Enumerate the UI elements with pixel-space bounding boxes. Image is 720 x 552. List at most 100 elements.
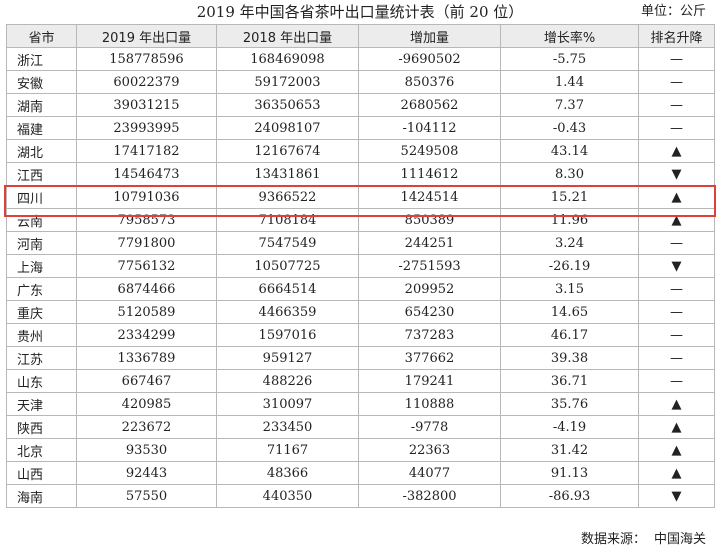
table-row: 山东 667467 488226 179241 36.71— bbox=[6, 369, 715, 393]
cell-rate: 35.76 bbox=[500, 392, 639, 416]
cell-2018: 7108184 bbox=[216, 208, 359, 232]
cell-rank: — bbox=[638, 346, 715, 370]
cell-rate: 43.14 bbox=[500, 139, 639, 163]
cell-2019: 158778596 bbox=[76, 47, 217, 71]
cell-2018: 59172003 bbox=[216, 70, 359, 94]
table-row: 福建 23993995 24098107 -104112 -0.43— bbox=[6, 116, 715, 140]
cell-rate: -26.19 bbox=[500, 254, 639, 278]
cell-change: 1114612 bbox=[358, 162, 501, 186]
header-province: 省市 bbox=[6, 24, 77, 48]
cell-rank: — bbox=[638, 70, 715, 94]
cell-province: 山东 bbox=[6, 369, 77, 393]
cell-province: 贵州 bbox=[6, 323, 77, 347]
cell-2018: 10507725 bbox=[216, 254, 359, 278]
table-row: 贵州 2334299 1597016 737283 46.17— bbox=[6, 323, 715, 347]
cell-province: 云南 bbox=[6, 208, 77, 232]
table-row: 海南 57550 440350 -382800 -86.93 ▼ bbox=[6, 484, 715, 508]
cell-2019: 7958573 bbox=[76, 208, 217, 232]
cell-2019: 7791800 bbox=[76, 231, 217, 255]
cell-rank: ▼ bbox=[638, 254, 715, 278]
cell-province: 四川 bbox=[6, 185, 77, 209]
cell-rate: -4.19 bbox=[500, 415, 639, 439]
cell-rate: 1.44 bbox=[500, 70, 639, 94]
cell-2018: 440350 bbox=[216, 484, 359, 508]
cell-2018: 12167674 bbox=[216, 139, 359, 163]
cell-rate: 14.65 bbox=[500, 300, 639, 324]
cell-province: 重庆 bbox=[6, 300, 77, 324]
table-row: 湖北 17417182 12167674 5249508 43.14 ▲ bbox=[6, 139, 715, 163]
cell-rate: 39.38 bbox=[500, 346, 639, 370]
cell-change: 654230 bbox=[358, 300, 501, 324]
table-row: 山西 92443 48366 44077 91.13 ▲ bbox=[6, 461, 715, 485]
cell-change: -9778 bbox=[358, 415, 501, 439]
cell-2018: 6664514 bbox=[216, 277, 359, 301]
cell-province: 山西 bbox=[6, 461, 77, 485]
table-row: 浙江 158778596 168469098 -9690502 -5.75— bbox=[6, 47, 715, 71]
cell-rate: 91.13 bbox=[500, 461, 639, 485]
header-rank: 排名升降 bbox=[638, 24, 715, 48]
cell-province: 江西 bbox=[6, 162, 77, 186]
cell-2019: 92443 bbox=[76, 461, 217, 485]
table-row: 北京 93530 71167 22363 31.42 ▲ bbox=[6, 438, 715, 462]
cell-2018: 1597016 bbox=[216, 323, 359, 347]
cell-province: 天津 bbox=[6, 392, 77, 416]
cell-rate: -0.43 bbox=[500, 116, 639, 140]
cell-rank: — bbox=[638, 47, 715, 71]
cell-province: 广东 bbox=[6, 277, 77, 301]
cell-2019: 39031215 bbox=[76, 93, 217, 117]
cell-change: 209952 bbox=[358, 277, 501, 301]
cell-2018: 168469098 bbox=[216, 47, 359, 71]
cell-rate: 15.21 bbox=[500, 185, 639, 209]
cell-rank: — bbox=[638, 300, 715, 324]
table-row: 江西 14546473 13431861 1114612 8.30 ▼ bbox=[6, 162, 715, 186]
cell-rank: ▲ bbox=[638, 415, 715, 439]
cell-rate: 31.42 bbox=[500, 438, 639, 462]
cell-province: 湖南 bbox=[6, 93, 77, 117]
cell-rate: 46.17 bbox=[500, 323, 639, 347]
cell-change: 850376 bbox=[358, 70, 501, 94]
cell-rate: 3.15 bbox=[500, 277, 639, 301]
cell-rank: ▲ bbox=[638, 185, 715, 209]
cell-rank: ▼ bbox=[638, 484, 715, 508]
table-row: 广东 6874466 6664514 209952 3.15— bbox=[6, 277, 715, 301]
table-row: 安徽 60022379 59172003 850376 1.44— bbox=[6, 70, 715, 94]
table-row: 河南 7791800 7547549 244251 3.24— bbox=[6, 231, 715, 255]
cell-rate: 3.24 bbox=[500, 231, 639, 255]
cell-2018: 7547549 bbox=[216, 231, 359, 255]
cell-change: -2751593 bbox=[358, 254, 501, 278]
table-row: 四川 10791036 9366522 1424514 15.21 ▲ bbox=[6, 185, 715, 209]
cell-province: 海南 bbox=[6, 484, 77, 508]
tea-export-table: 省市 2019 年出口量 2018 年出口量 增加量 增长率% 排名升降 浙江 1… bbox=[6, 24, 715, 508]
cell-rank: — bbox=[638, 323, 715, 347]
cell-province: 上海 bbox=[6, 254, 77, 278]
table-row: 上海 7756132 10507725 -2751593 -26.19 ▼ bbox=[6, 254, 715, 278]
cell-rate: 36.71 bbox=[500, 369, 639, 393]
cell-change: 377662 bbox=[358, 346, 501, 370]
cell-2018: 233450 bbox=[216, 415, 359, 439]
cell-rank: — bbox=[638, 116, 715, 140]
table-row: 江苏 1336789 959127 377662 39.38— bbox=[6, 346, 715, 370]
cell-change: 850389 bbox=[358, 208, 501, 232]
cell-change: 2680562 bbox=[358, 93, 501, 117]
cell-rate: -86.93 bbox=[500, 484, 639, 508]
cell-change: 5249508 bbox=[358, 139, 501, 163]
cell-rank: ▲ bbox=[638, 208, 715, 232]
header-2018: 2018 年出口量 bbox=[216, 24, 359, 48]
cell-province: 安徽 bbox=[6, 70, 77, 94]
cell-2018: 4466359 bbox=[216, 300, 359, 324]
cell-change: -382800 bbox=[358, 484, 501, 508]
cell-2018: 13431861 bbox=[216, 162, 359, 186]
cell-2018: 9366522 bbox=[216, 185, 359, 209]
cell-2018: 48366 bbox=[216, 461, 359, 485]
cell-2019: 23993995 bbox=[76, 116, 217, 140]
cell-2019: 10791036 bbox=[76, 185, 217, 209]
cell-province: 北京 bbox=[6, 438, 77, 462]
cell-2018: 488226 bbox=[216, 369, 359, 393]
cell-rank: ▼ bbox=[638, 162, 715, 186]
cell-2018: 310097 bbox=[216, 392, 359, 416]
cell-rank: ▲ bbox=[638, 139, 715, 163]
cell-province: 河南 bbox=[6, 231, 77, 255]
cell-province: 江苏 bbox=[6, 346, 77, 370]
header-2019: 2019 年出口量 bbox=[76, 24, 217, 48]
cell-rank: — bbox=[638, 277, 715, 301]
